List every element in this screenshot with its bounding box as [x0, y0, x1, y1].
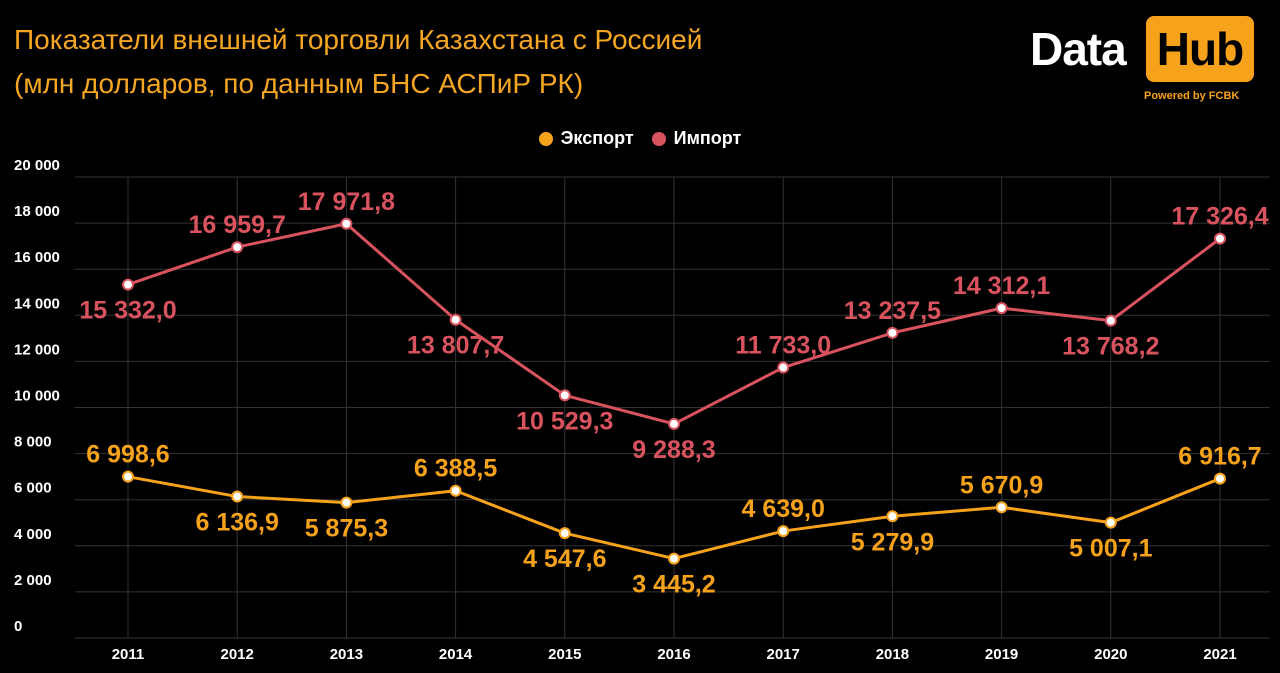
y-tick-label: 14 000	[14, 295, 60, 312]
logo-hub-text: Hub	[1146, 16, 1254, 82]
legend-export-label: Экспорт	[560, 128, 634, 148]
import-data-point	[231, 241, 244, 254]
import-data-label: 17 971,8	[298, 188, 395, 216]
legend-import-label: Импорт	[673, 128, 742, 148]
import-data-point	[122, 278, 134, 291]
y-tick-label: 20 000	[14, 157, 60, 174]
export-data-point	[231, 490, 244, 503]
import-data-point	[1214, 232, 1226, 245]
datahub-logo: Data Hub Powered by FCBK	[1030, 16, 1260, 106]
import-data-label: 11 733,0	[735, 332, 831, 360]
export-data-label: 6 388,5	[414, 455, 498, 483]
x-tick-label: 2011	[112, 646, 145, 663]
export-data-point	[1214, 472, 1226, 485]
x-tick-label: 2020	[1094, 646, 1127, 663]
y-tick-label: 0	[14, 618, 22, 635]
import-data-point	[995, 302, 1008, 315]
import-data-label: 15 332,0	[79, 297, 176, 325]
export-data-point	[558, 527, 571, 540]
export-data-point	[340, 496, 353, 509]
chart-title: Показатели внешней торговли Казахстана с…	[14, 18, 702, 106]
export-data-label: 4 639,0	[741, 495, 824, 523]
export-data-point	[886, 510, 899, 523]
y-tick-label: 6 000	[14, 480, 52, 497]
y-tick-label: 16 000	[14, 249, 60, 266]
export-data-label: 5 007,1	[1069, 535, 1153, 563]
import-data-point	[886, 326, 899, 339]
chart-title-line2: (млн долларов, по данным БНС АСПиР РК)	[14, 68, 584, 99]
y-tick-label: 4 000	[14, 526, 52, 543]
import-data-label: 13 768,2	[1062, 333, 1159, 361]
x-tick-label: 2015	[548, 646, 581, 663]
x-tick-label: 2012	[221, 646, 254, 663]
x-tick-label: 2013	[330, 646, 363, 663]
export-data-label: 4 547,6	[523, 545, 606, 573]
export-data-point	[122, 470, 134, 483]
export-data-label: 5 670,9	[960, 471, 1043, 499]
import-data-point	[558, 389, 571, 402]
import-data-label: 9 288,3	[632, 436, 715, 464]
export-data-label: 5 875,3	[305, 515, 388, 543]
logo-powered-text: Powered by FCBK	[1144, 90, 1240, 102]
import-data-point	[449, 313, 462, 326]
import-data-label: 14 312,1	[953, 272, 1050, 300]
export-data-point	[1104, 516, 1117, 529]
import-data-label: 13 807,7	[407, 332, 504, 360]
y-tick-label: 18 000	[14, 203, 60, 220]
x-tick-label: 2014	[439, 646, 473, 663]
import-data-point	[668, 417, 680, 430]
export-data-point	[995, 501, 1008, 514]
import-data-label: 10 529,3	[516, 407, 613, 435]
y-tick-label: 10 000	[14, 388, 60, 405]
logo-data-text: Data	[1030, 23, 1127, 75]
y-tick-label: 2 000	[14, 572, 52, 589]
export-data-label: 6 136,9	[195, 509, 278, 537]
import-data-label: 16 959,7	[189, 211, 286, 239]
export-data-point	[668, 552, 680, 565]
x-tick-label: 2019	[985, 646, 1018, 663]
import-data-label: 13 237,5	[844, 297, 941, 325]
y-tick-label: 12 000	[14, 341, 60, 358]
legend-item-import: Импорт	[651, 128, 742, 149]
legend-export-marker-icon	[538, 131, 553, 146]
chart-legend: Экспорт Импорт	[0, 128, 1280, 149]
import-data-label: 17 326,4	[1171, 203, 1268, 231]
legend-import-marker-icon	[651, 131, 666, 146]
chart-title-line1: Показатели внешней торговли Казахстана с…	[14, 24, 703, 55]
export-data-point	[777, 525, 790, 538]
export-data-label: 5 279,9	[851, 528, 934, 556]
export-data-label: 6 998,6	[86, 441, 169, 469]
import-data-point	[777, 361, 790, 374]
export-data-label: 3 445,2	[632, 571, 715, 599]
import-data-point	[1104, 314, 1117, 327]
export-data-label: 6 916,7	[1178, 443, 1261, 471]
x-tick-label: 2021	[1203, 646, 1236, 663]
x-tick-label: 2017	[767, 646, 800, 663]
y-tick-label: 8 000	[14, 434, 52, 451]
x-tick-label: 2018	[876, 646, 909, 663]
import-data-point	[340, 217, 353, 230]
legend-item-export: Экспорт	[538, 128, 634, 149]
export-data-point	[449, 484, 462, 497]
x-tick-label: 2016	[657, 646, 690, 663]
